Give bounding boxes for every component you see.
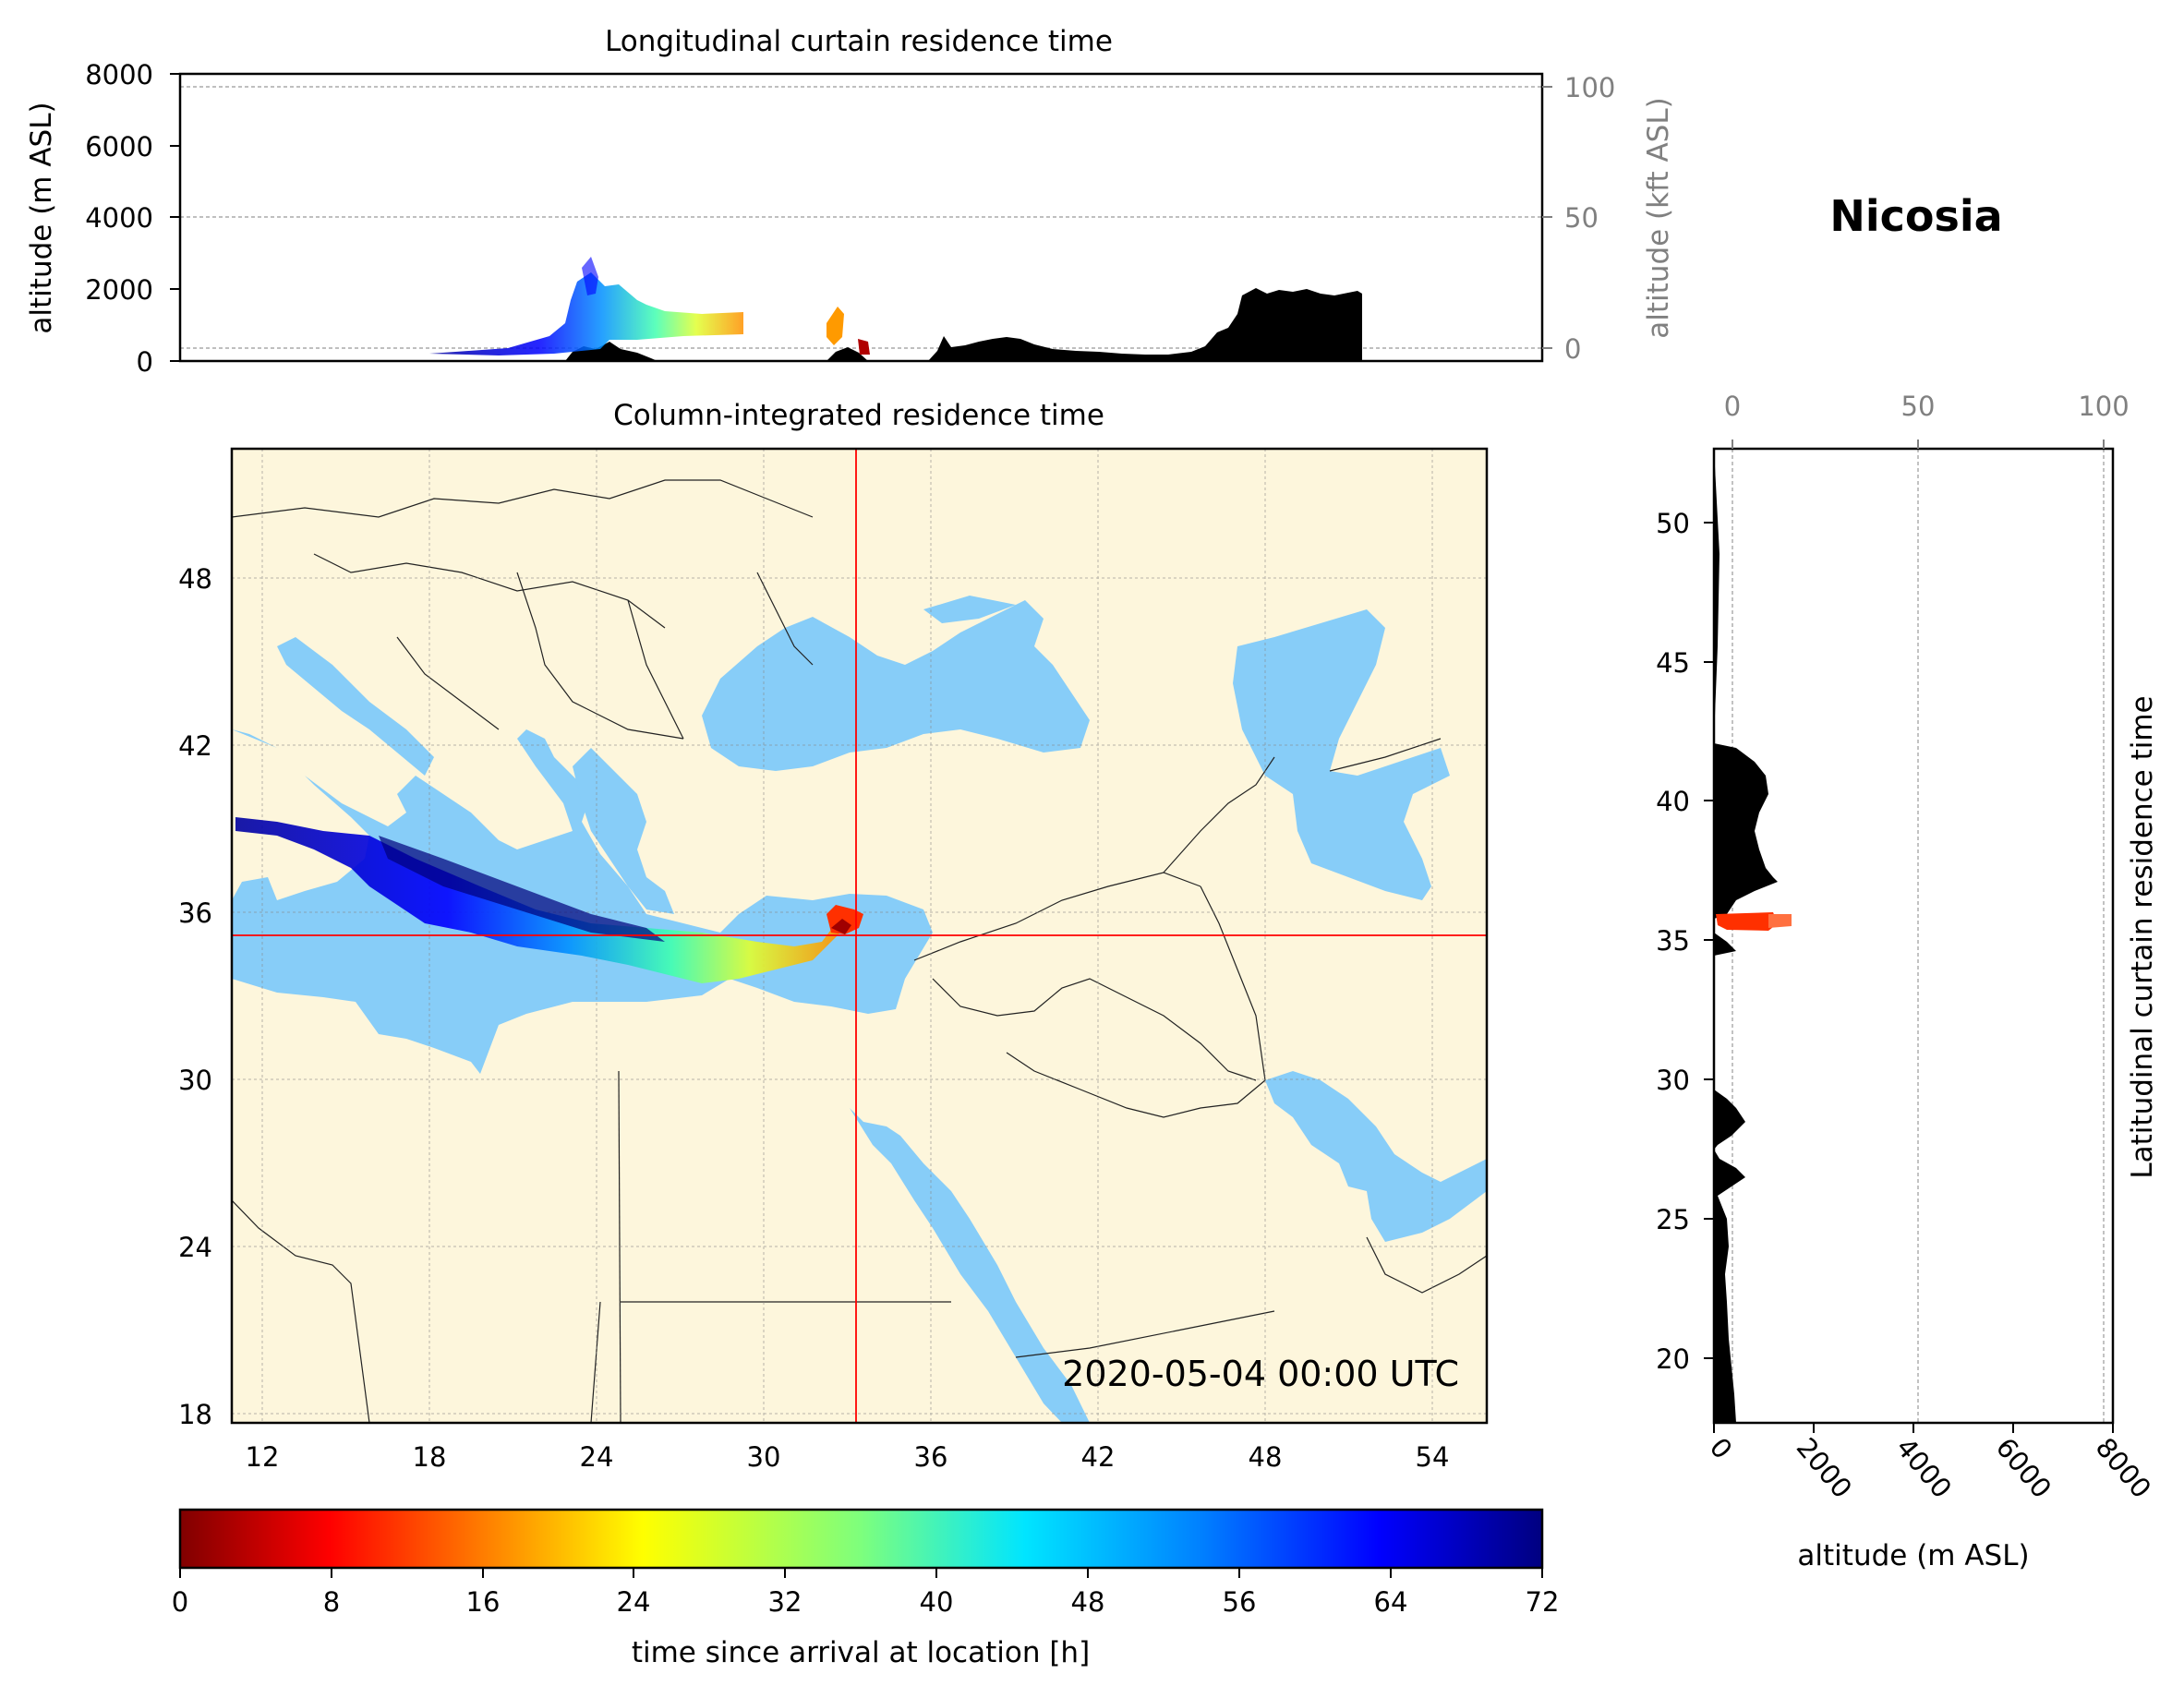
- side-ytick-label: 20: [1656, 1343, 1690, 1375]
- top-right-tick-label: 100: [1564, 72, 1615, 103]
- lat-tick-label: 24: [178, 1232, 212, 1263]
- lon-tick-label: 12: [246, 1441, 280, 1473]
- map-frame: [230, 447, 1489, 1425]
- adriatic-sea: [277, 637, 434, 776]
- colorbar-tick-label: 24: [617, 1586, 651, 1618]
- black-sea: [702, 600, 1090, 771]
- side-ytick-label: 25: [1656, 1204, 1690, 1235]
- side-bottom-tick-label: 4000: [1890, 1432, 1958, 1504]
- top-ytick-label: 6000: [85, 131, 153, 163]
- top-right-tick-label: 0: [1564, 333, 1581, 365]
- side-ytick-label: 40: [1656, 786, 1690, 817]
- lat-tick-label: 30: [178, 1065, 212, 1096]
- top-plume-peak: [582, 257, 598, 295]
- map-timestamp: 2020-05-04 00:00 UTC: [1062, 1354, 1459, 1394]
- colorbar-gradient: [178, 1508, 1544, 1570]
- side-ytick-label: 35: [1656, 925, 1690, 957]
- colorbar-tick-label: 56: [1223, 1586, 1257, 1618]
- lon-tick-label: 24: [580, 1441, 614, 1473]
- azov-sea: [923, 596, 1016, 623]
- side-bottom-tick-label: 8000: [2090, 1432, 2157, 1504]
- lon-tick-label: 42: [1081, 1441, 1116, 1473]
- side-top-tick-label: 100: [2078, 391, 2129, 422]
- lon-tick-label: 18: [413, 1441, 447, 1473]
- side-ytick-label: 45: [1656, 647, 1690, 679]
- colorbar-tick-label: 16: [466, 1586, 501, 1618]
- caspian-sea: [1233, 609, 1450, 900]
- top-ylabel-right: altitude (kft ASL): [1642, 97, 1675, 338]
- lon-tick-label: 48: [1249, 1441, 1283, 1473]
- top-plume-red: [858, 339, 870, 355]
- map-lon-ticks: 12 18 24 30 36 42 48 54: [246, 1441, 1450, 1473]
- colorbar-tick-label: 0: [172, 1586, 188, 1618]
- plume-source-dark: [831, 919, 851, 934]
- map-panel: Column-integrated residence time: [178, 399, 1489, 1473]
- colorbar-tick-label: 40: [920, 1586, 954, 1618]
- side-top-tick-label: 0: [1724, 391, 1741, 422]
- top-terrain: [565, 288, 1362, 361]
- lat-tick-label: 36: [178, 897, 212, 929]
- side-bottom-tick-label: 6000: [1990, 1432, 2057, 1504]
- location-title: Nicosia: [1829, 191, 2002, 241]
- map-lat-ticks: 18 24 30 36 42 48: [178, 563, 212, 1430]
- colorbar-ticks: 0 8 16 24 32 40 48 56 64 72: [172, 1568, 1560, 1618]
- colorbar-tick-label: 8: [323, 1586, 340, 1618]
- top-left-ticks: 0 2000 4000 6000 8000: [85, 59, 180, 378]
- top-ytick-label: 2000: [85, 274, 153, 306]
- plume-core: [379, 836, 665, 942]
- side-bottom-tick-label: 0: [1704, 1432, 1739, 1465]
- side-top-tick-label: 50: [1901, 391, 1936, 422]
- persian-gulf: [1265, 1071, 1487, 1242]
- side-ytick-label: 30: [1656, 1065, 1690, 1096]
- colorbar-tick-label: 64: [1374, 1586, 1408, 1618]
- lat-tick-label: 48: [178, 563, 212, 595]
- top-ytick-label: 4000: [85, 202, 153, 234]
- plume-main: [235, 817, 840, 983]
- side-ytick-label: 50: [1656, 508, 1690, 539]
- lat-tick-label: 42: [178, 730, 212, 762]
- top-plume-orange: [827, 307, 844, 345]
- side-bottom-tick-label: 2000: [1791, 1432, 1858, 1504]
- colorbar-tick-label: 72: [1526, 1586, 1560, 1618]
- top-panel-title: Longitudinal curtain residence time: [605, 25, 1113, 58]
- top-right-tick-label: 50: [1564, 202, 1599, 234]
- lon-tick-label: 36: [914, 1441, 948, 1473]
- colorbar-tick-label: 32: [768, 1586, 802, 1618]
- colorbar: 0 8 16 24 32 40 48 56 64 72 time since a…: [172, 1508, 1560, 1669]
- lon-tick-label: 30: [747, 1441, 781, 1473]
- side-top-ticks: 0 50 100: [1724, 391, 2130, 449]
- aegean-sea: [573, 748, 674, 914]
- map-title: Column-integrated residence time: [613, 399, 1104, 432]
- country-borders: [232, 479, 1487, 1423]
- side-ylabel-right: Latitudinal curtain residence time: [2126, 695, 2159, 1178]
- top-ytick-label: 8000: [85, 59, 153, 90]
- colorbar-tick-label: 48: [1071, 1586, 1105, 1618]
- lat-tick-label: 18: [178, 1399, 212, 1430]
- side-bottom-ticks: 0 2000 4000 6000 8000: [1704, 1423, 2157, 1504]
- lon-tick-label: 54: [1416, 1441, 1450, 1473]
- side-panel: 20 25 30 35 40 45 50 0 50 100 0 2000 400…: [1656, 391, 2159, 1572]
- side-lat-ticks: 20 25 30 35 40 45 50: [1656, 508, 1714, 1375]
- red-sea: [831, 1085, 1090, 1423]
- side-axes-frame: [1712, 447, 2115, 1425]
- top-panel: Longitudinal curtain residence time 0 20…: [25, 25, 1675, 378]
- top-plume-blue: [429, 272, 743, 355]
- side-plume-orange: [1768, 914, 1792, 928]
- top-ylabel-left: altitude (m ASL): [25, 102, 58, 333]
- side-terrain: [1714, 449, 1778, 1423]
- side-xlabel: altitude (m ASL): [1797, 1539, 2029, 1572]
- top-right-ticks: 0 50 100: [1542, 72, 1615, 365]
- colorbar-label: time since arrival at location [h]: [632, 1636, 1090, 1669]
- mediterranean-sea: [232, 729, 933, 1074]
- side-plume-red: [1716, 912, 1778, 931]
- top-ytick-label: 0: [137, 346, 153, 378]
